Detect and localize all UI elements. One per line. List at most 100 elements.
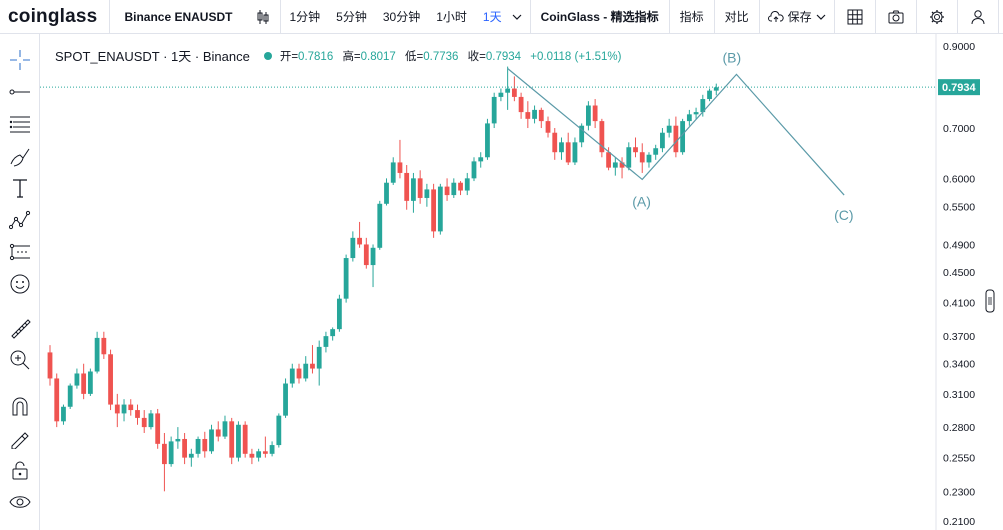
- brush-icon: [10, 148, 30, 167]
- candle: [586, 101, 591, 131]
- price-chart[interactable]: (A) (B) (C) 0.9000 0.7000 0.6000 0.5500 0.4900…: [40, 34, 1003, 530]
- price-tick-label: 0.3400: [943, 359, 975, 371]
- candle: [599, 118, 605, 158]
- candle: [283, 378, 288, 418]
- candle: [431, 183, 437, 238]
- screenshot-button[interactable]: [876, 0, 917, 34]
- text-icon: [13, 179, 27, 198]
- candle: [323, 331, 329, 353]
- candle: [54, 373, 60, 428]
- candle: [242, 421, 248, 458]
- fib-tool[interactable]: [8, 112, 32, 136]
- interval-dropdown-button[interactable]: [510, 0, 531, 34]
- candle: [404, 165, 410, 210]
- price-tick-label: 0.2100: [943, 516, 975, 528]
- candle: [256, 448, 262, 462]
- save-label: 保存: [787, 9, 812, 24]
- layout-button[interactable]: [835, 0, 876, 34]
- interval-5m[interactable]: 5分钟: [336, 9, 367, 24]
- account-button[interactable]: [958, 0, 999, 34]
- text-tool[interactable]: [8, 176, 32, 200]
- legend-symbol[interactable]: SPOT_ENAUSDT · 1天 · Binance: [55, 49, 250, 64]
- candle: [660, 128, 665, 153]
- pattern-tool[interactable]: [8, 208, 32, 232]
- crosshair-icon: [10, 50, 30, 70]
- brush-tool[interactable]: [8, 144, 32, 168]
- candle: [215, 421, 221, 442]
- candle: [693, 107, 699, 119]
- candle: [626, 142, 632, 171]
- candle: [592, 99, 598, 129]
- candle: [680, 118, 686, 155]
- ruler-icon: [11, 319, 31, 339]
- candle: [411, 172, 416, 213]
- zoom-tool[interactable]: [8, 348, 32, 372]
- candle: [168, 436, 174, 467]
- elliott-wave-drawing[interactable]: (A) (B) (C): [507, 49, 854, 223]
- candle: [552, 128, 558, 160]
- candle: [458, 181, 463, 196]
- candle: [377, 200, 383, 250]
- save-button[interactable]: 保存: [760, 0, 835, 34]
- visibility-tool[interactable]: [8, 490, 32, 514]
- scroll-handle[interactable]: [985, 289, 995, 313]
- crosshair-tool[interactable]: [8, 48, 32, 72]
- indicator-set-button[interactable]: CoinGlass - 精选指标: [531, 0, 670, 34]
- candle: [74, 368, 80, 389]
- candle: [289, 363, 295, 388]
- candle: [61, 404, 66, 425]
- candle: [330, 327, 336, 341]
- interval-30m[interactable]: 30分钟: [382, 9, 421, 24]
- price-tick-label: 0.2300: [943, 486, 975, 498]
- last-price-marker: 0.7934: [40, 79, 980, 96]
- candle: [303, 356, 309, 382]
- interval-1d[interactable]: 1天: [482, 9, 502, 24]
- candle: [310, 345, 315, 374]
- horizontal-line-tool[interactable]: [8, 80, 32, 104]
- lock-drawing-icon: [11, 432, 29, 449]
- interval-1h[interactable]: 1小时: [436, 9, 467, 24]
- candle: [188, 448, 194, 467]
- candles-layer: [47, 66, 719, 492]
- candle: [485, 118, 490, 160]
- coinglass-logo[interactable]: coinglass: [0, 0, 111, 34]
- measure-tool[interactable]: [8, 316, 32, 340]
- emoji-tool[interactable]: [8, 272, 32, 296]
- forecast-tool[interactable]: [8, 240, 32, 264]
- language-selector[interactable]: 简体: [999, 0, 1003, 34]
- market-status-dot: [263, 51, 272, 60]
- settings-button[interactable]: [917, 0, 958, 34]
- symbol-selector[interactable]: Binance ENAUSDT: [124, 9, 233, 24]
- gear-icon: [929, 9, 944, 24]
- magnet-tool[interactable]: [8, 394, 32, 418]
- price-tick-label: 0.5500: [943, 202, 975, 214]
- last-price-label: 0.7934: [942, 82, 977, 94]
- open-label: 开=: [279, 50, 299, 63]
- emoji-icon: [10, 274, 30, 294]
- candle: [686, 109, 692, 126]
- candle: [619, 157, 625, 179]
- wave-label-b: (B): [722, 49, 741, 65]
- chart-style-button[interactable]: [246, 0, 282, 34]
- candle: [417, 170, 423, 204]
- compare-button[interactable]: 对比: [715, 0, 760, 34]
- candle: [141, 410, 147, 433]
- candle: [559, 137, 564, 160]
- candle: [498, 88, 504, 102]
- interval-1m[interactable]: 1分钟: [289, 9, 321, 24]
- price-tick-label: 0.2800: [943, 422, 975, 434]
- lock-drawing-tool[interactable]: [8, 426, 32, 450]
- wave-line[interactable]: [507, 68, 845, 196]
- indicators-button[interactable]: 指标: [670, 0, 715, 34]
- price-axis[interactable]: 0.9000 0.7000 0.6000 0.5500 0.4900 0.4500 0.41…: [935, 34, 975, 530]
- candle: [343, 254, 349, 303]
- candle: [276, 413, 282, 448]
- candle: [363, 237, 369, 269]
- lock-tool[interactable]: [8, 458, 32, 482]
- candle: [673, 116, 679, 158]
- candle: [87, 368, 93, 396]
- camera-icon: [888, 10, 904, 23]
- legend-ohlc: 开=0.7816 高=0.8017 低=0.7736 收=0.7934 +0.0…: [280, 48, 622, 64]
- candle: [94, 331, 100, 374]
- zoom-icon: [10, 350, 30, 370]
